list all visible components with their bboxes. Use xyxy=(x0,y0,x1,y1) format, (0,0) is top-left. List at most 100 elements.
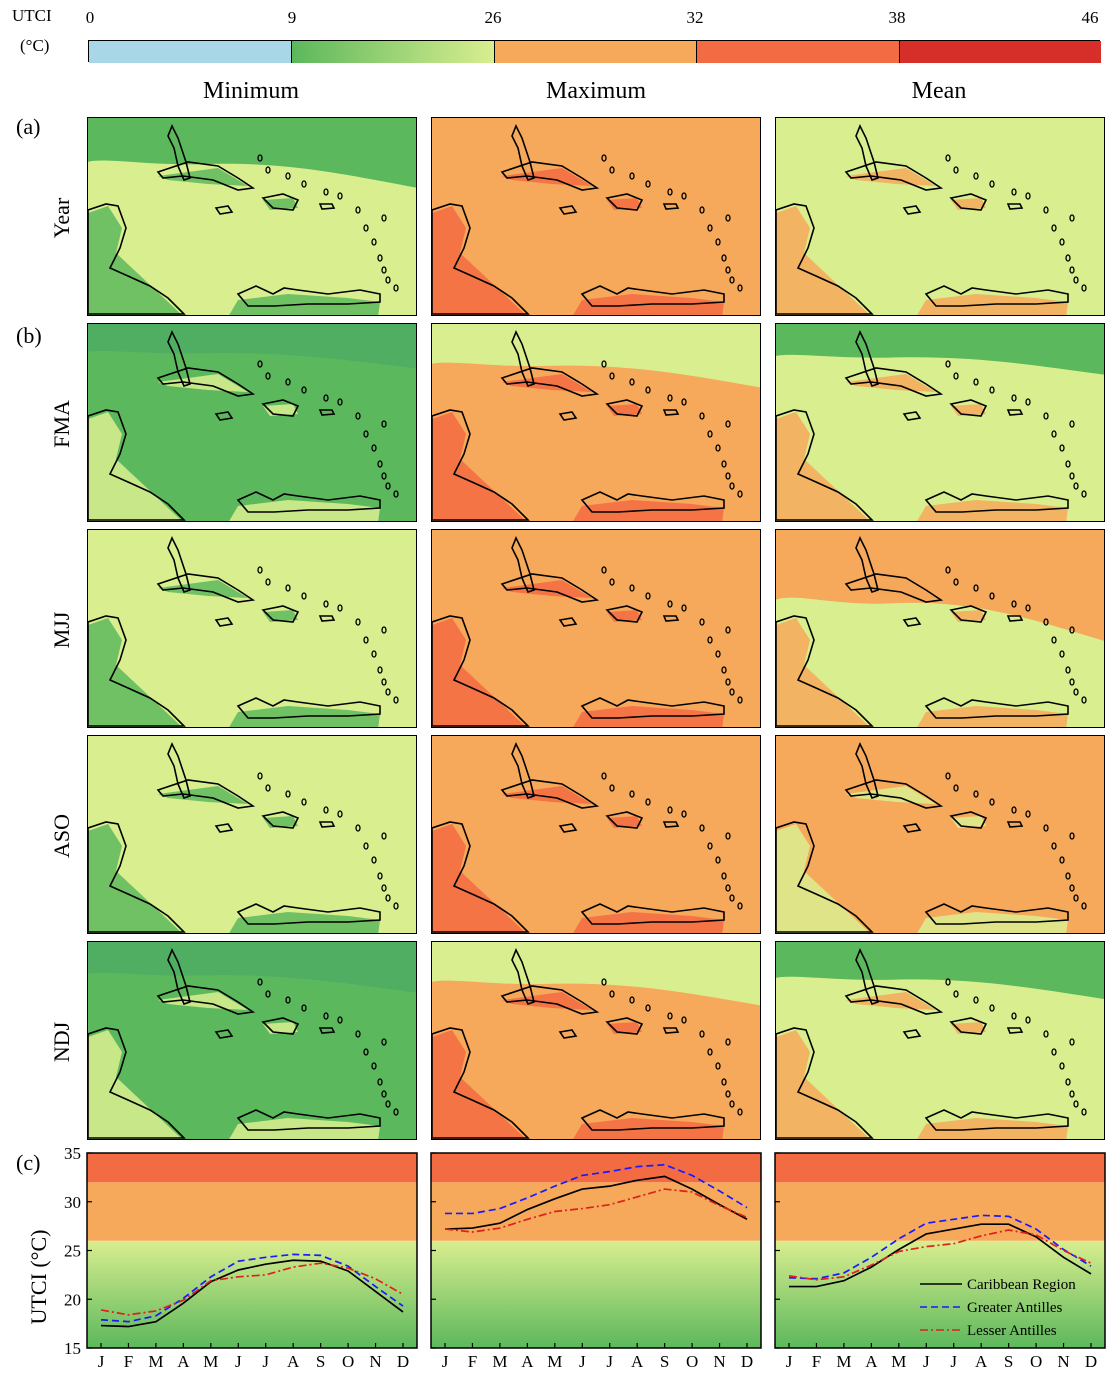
map-aso-maximum xyxy=(431,735,761,934)
stress-band xyxy=(431,1153,761,1183)
x-tick-label: M xyxy=(148,1352,163,1371)
x-tick-label: F xyxy=(812,1352,821,1371)
colorbar-segment xyxy=(291,41,494,63)
series-line-greater-antilles xyxy=(445,1163,748,1215)
x-tick-label: O xyxy=(1030,1352,1042,1371)
colorbar-segment xyxy=(89,41,292,63)
x-tick-label: J xyxy=(950,1352,957,1371)
x-tick-label: J xyxy=(606,1352,613,1371)
x-tick-label: A xyxy=(287,1352,300,1371)
x-tick-label: D xyxy=(741,1352,753,1371)
x-tick-label: O xyxy=(342,1352,354,1371)
x-tick-label: F xyxy=(468,1352,477,1371)
x-tick-label: J xyxy=(923,1352,930,1371)
map-fma-mean xyxy=(775,323,1105,522)
map-year-maximum xyxy=(431,117,761,316)
y-tick-label: 20 xyxy=(64,1290,81,1309)
y-tick-label: 30 xyxy=(64,1193,81,1212)
map-fma-minimum xyxy=(87,323,417,522)
map-year-minimum xyxy=(87,117,417,316)
colorbar-tick: 9 xyxy=(287,8,297,27)
x-tick-label: S xyxy=(316,1352,325,1371)
stress-band xyxy=(87,1182,417,1241)
y-tick-label: 15 xyxy=(64,1339,81,1358)
column-title-minimum: Minimum xyxy=(202,78,300,104)
map-ndj-maximum xyxy=(431,941,761,1140)
map-year-mean xyxy=(775,117,1105,316)
x-tick-label: M xyxy=(492,1352,507,1371)
colorbar-unit: (°C) xyxy=(20,36,50,55)
colorbar-segment xyxy=(493,41,697,63)
series-line-lesser-antilles xyxy=(788,1229,1092,1281)
colorbar xyxy=(88,40,1101,63)
stress-band xyxy=(775,1153,1105,1183)
map-fma-maximum xyxy=(431,323,761,522)
map-ndj-mean xyxy=(775,941,1105,1140)
legend-label-caribbean: Caribbean Region xyxy=(967,1277,1076,1293)
map-ndj-minimum xyxy=(87,941,417,1140)
stress-band xyxy=(431,1240,761,1348)
y-tick-label: 25 xyxy=(64,1242,81,1261)
x-tick-label: M xyxy=(891,1352,906,1371)
legend: Caribbean Region Greater Antilles Lesser… xyxy=(920,1277,1076,1339)
colorbar-tick: 46 xyxy=(1081,8,1099,27)
colorbar-tick: 0 xyxy=(85,8,95,27)
series-line-caribbean-region xyxy=(100,1259,404,1328)
x-tick-label: N xyxy=(369,1352,381,1371)
stress-band xyxy=(87,1153,417,1183)
x-tick-label: A xyxy=(521,1352,534,1371)
stress-band xyxy=(87,1240,417,1348)
x-tick-label: J xyxy=(442,1352,449,1371)
legend-label-lesser: Lesser Antilles xyxy=(967,1323,1057,1339)
row-label-fma: FMA xyxy=(49,400,74,448)
legend-label-greater: Greater Antilles xyxy=(967,1300,1063,1316)
x-tick-label: J xyxy=(786,1352,793,1371)
panel-label-b: (b) xyxy=(16,323,42,348)
panel-label-a: (a) xyxy=(16,114,41,139)
series-line-lesser-antilles xyxy=(100,1262,404,1316)
colorbar-label: UTCI xyxy=(12,6,52,25)
series-line-lesser-antilles xyxy=(444,1188,748,1233)
x-tick-label: A xyxy=(631,1352,644,1371)
x-tick-label: O xyxy=(686,1352,698,1371)
map-mjj-minimum xyxy=(87,529,417,728)
x-tick-label: A xyxy=(865,1352,878,1371)
x-tick-label: S xyxy=(660,1352,669,1371)
row-label-mjj: MJJ xyxy=(49,611,74,649)
map-aso-minimum xyxy=(87,735,417,934)
column-title-maximum: Maximum xyxy=(546,78,646,104)
x-tick-label: J xyxy=(262,1352,269,1371)
colorbar-tick: 38 xyxy=(888,8,906,27)
x-tick-label: A xyxy=(177,1352,190,1371)
x-tick-label: N xyxy=(713,1352,725,1371)
column-title-mean: Mean xyxy=(911,78,967,104)
x-tick-label: D xyxy=(1085,1352,1097,1371)
y-tick-label: 35 xyxy=(64,1144,81,1163)
x-tick-label: M xyxy=(836,1352,851,1371)
x-tick-label: M xyxy=(547,1352,562,1371)
series-line-greater-antilles xyxy=(100,1253,404,1323)
colorbar-tick: 26 xyxy=(484,8,502,27)
series-line-caribbean-region xyxy=(444,1175,748,1230)
x-tick-label: J xyxy=(235,1352,242,1371)
x-tick-label: S xyxy=(1004,1352,1013,1371)
stress-band xyxy=(431,1182,761,1241)
map-mjj-maximum xyxy=(431,529,761,728)
x-tick-label: N xyxy=(1057,1352,1069,1371)
x-tick-label: J xyxy=(579,1352,586,1371)
row-label-year: Year xyxy=(49,197,74,239)
x-tick-label: F xyxy=(124,1352,133,1371)
x-tick-label: M xyxy=(203,1352,218,1371)
row-label-aso: ASO xyxy=(49,813,74,859)
map-mjj-mean xyxy=(775,529,1105,728)
colorbar-segment xyxy=(696,41,899,63)
colorbar-segment xyxy=(898,41,1101,63)
x-tick-label: J xyxy=(98,1352,105,1371)
x-tick-label: A xyxy=(975,1352,988,1371)
y-axis-label: UTCI (°C) xyxy=(26,1230,51,1325)
panel-label-c: (c) xyxy=(16,1150,41,1175)
